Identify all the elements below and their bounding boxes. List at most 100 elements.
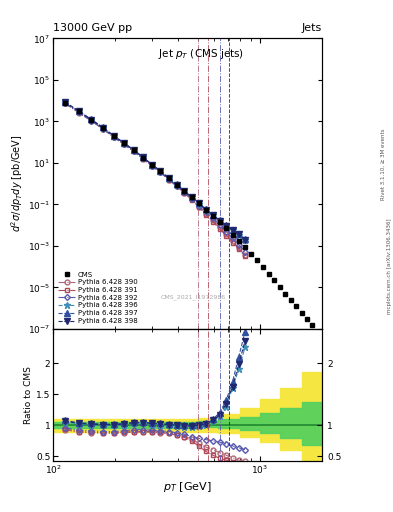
Pythia 6.428 392 — [204, 209, 208, 215]
Pythia 6.428 396 — [204, 206, 208, 212]
Pythia 6.428 390 — [121, 141, 126, 147]
Pythia 6.428 396 — [101, 124, 105, 131]
Pythia 6.428 397 — [182, 188, 187, 194]
Pythia 6.428 397 — [230, 227, 235, 233]
Pythia 6.428 398 — [196, 200, 201, 206]
CMS — [174, 181, 179, 187]
CMS — [237, 238, 241, 244]
Pythia 6.428 391 — [131, 148, 136, 155]
Pythia 6.428 396 — [196, 201, 201, 207]
Pythia 6.428 398 — [76, 108, 81, 114]
Pythia 6.428 392 — [224, 228, 228, 234]
CMS — [242, 244, 247, 250]
Pythia 6.428 392 — [131, 148, 136, 154]
Pythia 6.428 390 — [217, 224, 222, 230]
CMS — [283, 290, 288, 296]
Pythia 6.428 390 — [149, 163, 154, 169]
Pythia 6.428 390 — [141, 156, 145, 162]
Pythia 6.428 396 — [182, 188, 187, 194]
Pythia 6.428 397 — [149, 161, 154, 167]
Pythia 6.428 391 — [76, 110, 81, 116]
Pythia 6.428 390 — [196, 203, 201, 209]
Pythia 6.428 397 — [217, 217, 222, 223]
Line: Pythia 6.428 397: Pythia 6.428 397 — [62, 99, 248, 242]
CMS — [211, 213, 215, 219]
Pythia 6.428 396 — [149, 162, 154, 168]
Pythia 6.428 391 — [101, 125, 105, 132]
Line: Pythia 6.428 392: Pythia 6.428 392 — [63, 101, 247, 254]
CMS — [249, 250, 253, 257]
Pythia 6.428 390 — [131, 148, 136, 155]
Pythia 6.428 390 — [62, 100, 67, 106]
Text: Jets: Jets — [302, 23, 322, 33]
Pythia 6.428 398 — [189, 194, 194, 200]
Pythia 6.428 396 — [242, 237, 247, 243]
Pythia 6.428 392 — [242, 249, 247, 255]
Pythia 6.428 396 — [62, 99, 67, 105]
Pythia 6.428 390 — [111, 134, 116, 140]
CMS — [272, 277, 277, 283]
CMS — [101, 124, 105, 131]
Text: CMS_2021_I1972986: CMS_2021_I1972986 — [160, 294, 226, 300]
Pythia 6.428 398 — [217, 218, 222, 224]
Line: Pythia 6.428 391: Pythia 6.428 391 — [62, 101, 247, 259]
Pythia 6.428 398 — [230, 227, 235, 233]
Pythia 6.428 397 — [62, 99, 67, 105]
Pythia 6.428 397 — [242, 236, 247, 242]
Pythia 6.428 392 — [237, 242, 241, 248]
CMS — [224, 225, 228, 231]
Text: Jet $p_T$ (CMS jets): Jet $p_T$ (CMS jets) — [158, 47, 244, 61]
Text: Rivet 3.1.10, ≥ 3M events: Rivet 3.1.10, ≥ 3M events — [381, 128, 386, 200]
Pythia 6.428 398 — [224, 223, 228, 229]
Pythia 6.428 398 — [242, 237, 247, 243]
Pythia 6.428 396 — [131, 147, 136, 153]
Pythia 6.428 390 — [158, 169, 163, 175]
CMS — [288, 297, 293, 303]
Legend: CMS, Pythia 6.428 390, Pythia 6.428 391, Pythia 6.428 392, Pythia 6.428 396, Pyt: CMS, Pythia 6.428 390, Pythia 6.428 391,… — [57, 270, 139, 325]
Pythia 6.428 397 — [121, 140, 126, 146]
Pythia 6.428 390 — [242, 252, 247, 258]
Pythia 6.428 396 — [166, 175, 171, 181]
CMS — [166, 175, 171, 181]
X-axis label: $p_T$ [GeV]: $p_T$ [GeV] — [163, 480, 212, 494]
Pythia 6.428 390 — [189, 197, 194, 203]
CMS — [305, 316, 309, 322]
Pythia 6.428 392 — [149, 162, 154, 168]
Pythia 6.428 392 — [121, 141, 126, 147]
Pythia 6.428 391 — [158, 169, 163, 175]
Pythia 6.428 392 — [196, 203, 201, 209]
Text: 13000 GeV pp: 13000 GeV pp — [53, 23, 132, 33]
Pythia 6.428 398 — [141, 154, 145, 160]
Pythia 6.428 396 — [141, 154, 145, 160]
Pythia 6.428 391 — [242, 253, 247, 260]
Pythia 6.428 397 — [131, 147, 136, 153]
CMS — [141, 155, 145, 161]
Pythia 6.428 392 — [111, 134, 116, 140]
CMS — [315, 329, 320, 335]
CMS — [76, 109, 81, 115]
CMS — [111, 133, 116, 139]
Pythia 6.428 392 — [89, 118, 94, 124]
Pythia 6.428 397 — [111, 133, 116, 139]
Line: Pythia 6.428 398: Pythia 6.428 398 — [62, 99, 248, 242]
Pythia 6.428 398 — [62, 99, 67, 105]
Pythia 6.428 397 — [224, 222, 228, 228]
CMS — [204, 207, 208, 213]
CMS — [89, 117, 94, 123]
Pythia 6.428 397 — [89, 116, 94, 122]
CMS — [62, 99, 67, 105]
Pythia 6.428 392 — [174, 183, 179, 189]
Pythia 6.428 398 — [158, 168, 163, 174]
Pythia 6.428 396 — [217, 218, 222, 224]
Pythia 6.428 391 — [111, 134, 116, 140]
Pythia 6.428 396 — [237, 231, 241, 238]
Pythia 6.428 390 — [174, 183, 179, 189]
Pythia 6.428 391 — [62, 100, 67, 106]
Pythia 6.428 392 — [158, 169, 163, 175]
Pythia 6.428 392 — [189, 196, 194, 202]
Pythia 6.428 397 — [101, 124, 105, 131]
Pythia 6.428 392 — [230, 235, 235, 241]
Y-axis label: $d^2\sigma/dp_T dy$ [pb/GeV]: $d^2\sigma/dp_T dy$ [pb/GeV] — [9, 135, 25, 232]
Pythia 6.428 391 — [204, 211, 208, 218]
Pythia 6.428 392 — [101, 125, 105, 132]
